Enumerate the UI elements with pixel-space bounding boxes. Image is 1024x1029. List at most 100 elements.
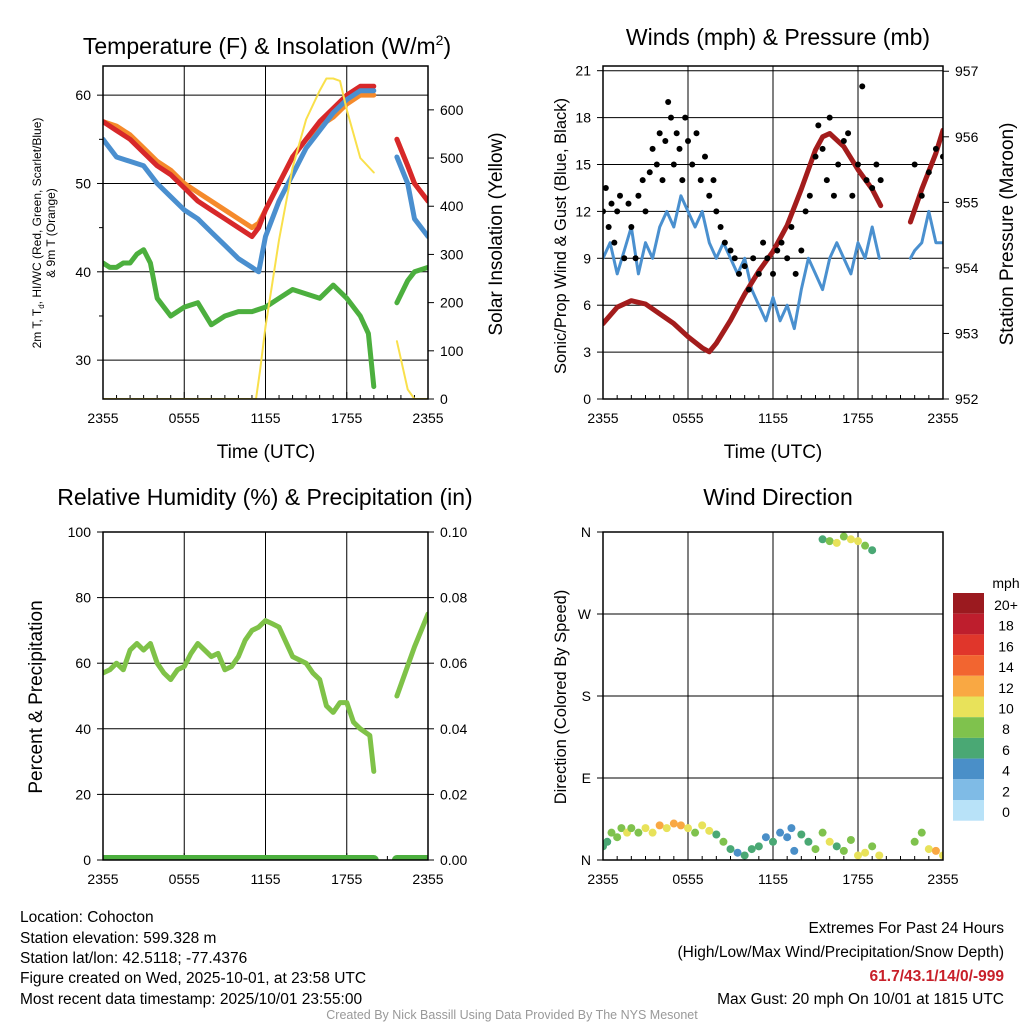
legend-label: 18 <box>998 618 1014 634</box>
gust-point <box>679 177 686 184</box>
gust-point <box>812 153 819 160</box>
y-tick-label: W <box>578 606 592 622</box>
x-tick-label: 2355 <box>412 410 443 426</box>
gust-point <box>826 114 833 121</box>
gust-point <box>625 200 632 207</box>
gust-point <box>745 286 752 293</box>
gust-point <box>673 130 680 137</box>
direction-point <box>712 830 721 839</box>
legend-label: 12 <box>998 680 1014 696</box>
gust-point <box>702 153 708 160</box>
direction-point <box>861 848 870 857</box>
y-tick-label: 0 <box>83 852 91 868</box>
gust-point <box>806 192 813 199</box>
y-right-tick-label: 954 <box>955 260 979 276</box>
legend-label: 16 <box>998 638 1014 654</box>
gust-point <box>685 138 691 145</box>
direction-point <box>726 845 735 854</box>
direction-point <box>924 845 933 854</box>
elevation-text: Station elevation: 599.328 m <box>20 930 216 947</box>
direction-point <box>797 830 806 839</box>
direction-point <box>917 828 926 837</box>
gust-point <box>873 161 880 168</box>
y-tick-label: 21 <box>575 63 591 79</box>
legend-label: 4 <box>1002 763 1010 779</box>
gust-point <box>911 161 918 168</box>
direction-point <box>854 537 862 546</box>
direction-point <box>939 851 943 860</box>
x-tick-label: 1155 <box>758 871 788 887</box>
y-right-tick-label: 956 <box>955 129 979 145</box>
gust-point <box>614 208 621 215</box>
rh-series-group <box>103 611 428 860</box>
td-line <box>103 247 377 390</box>
direction-point <box>776 828 785 837</box>
legend-swatch <box>953 779 984 800</box>
direction-point <box>832 842 841 851</box>
gust-point <box>918 192 925 199</box>
direction-point <box>832 538 841 547</box>
direction-point <box>617 824 626 833</box>
direction-point <box>825 837 834 846</box>
wind-plot-frame <box>602 65 944 400</box>
direction-point <box>719 837 728 846</box>
rh-chart-title: Relative Humidity (%) & Precipitation (i… <box>57 484 472 510</box>
gust-point <box>662 138 669 145</box>
wind-chart-title: Winds (mph) & Pressure (mb) <box>626 24 930 50</box>
x-tick-label: 1755 <box>842 410 873 426</box>
rh-line <box>103 618 377 774</box>
dir-y-axis-label: Direction (Colored By Speed) <box>552 590 570 805</box>
legend-swatch <box>953 634 984 656</box>
legend-label: 6 <box>1002 742 1010 758</box>
gust-point <box>656 130 663 137</box>
gust-point <box>635 192 642 199</box>
x-tick-label: 2355 <box>587 871 618 887</box>
extremes-fields: (High/Low/Max Wind/Precipitation/Snow De… <box>678 944 1005 961</box>
direction-point <box>613 833 622 842</box>
gust-point <box>932 145 939 152</box>
y-right-tick-label: 500 <box>440 150 464 166</box>
gust-point <box>611 239 618 246</box>
gust-point <box>798 247 805 254</box>
wind-y-axis-label: Sonic/Prop Wind & Gust (Blue, Black) <box>552 98 570 374</box>
gust-point <box>653 161 660 168</box>
gust-point <box>736 270 742 277</box>
gust-point <box>823 177 830 184</box>
direction-point <box>818 535 827 544</box>
legend-swatch <box>953 717 984 738</box>
gust-point <box>863 177 870 184</box>
legend-label: 2 <box>1002 783 1010 799</box>
legend-swatch <box>953 675 984 697</box>
gust-point <box>741 263 748 270</box>
gust-point <box>764 255 771 262</box>
y-tick-label: 15 <box>575 156 591 172</box>
y-tick-label: E <box>582 770 591 786</box>
temp-y-axis-label: 2m T, Td, HI/WC (Red, Green, Scarlet/Blu… <box>30 118 46 349</box>
y-tick-label: 60 <box>75 655 91 671</box>
direction-point <box>662 824 671 833</box>
gust-point <box>784 255 791 262</box>
legend-title: mph <box>992 575 1019 591</box>
dir-series-group <box>603 532 943 860</box>
gust-point <box>710 177 717 184</box>
direction-point <box>769 837 777 846</box>
direction-point <box>839 532 848 541</box>
y-tick-label: 6 <box>583 297 591 313</box>
dir-plot: 2355 0555 1155 1755 2355 N E S W N <box>578 524 959 887</box>
y-right-tick-label: 0.04 <box>440 721 467 737</box>
legend-label: 0 <box>1002 804 1010 820</box>
rh-y-axis-label: Percent & Precipitation <box>26 600 47 793</box>
x-tick-label: 0555 <box>169 871 200 887</box>
x-tick-label: 0555 <box>672 871 703 887</box>
wind-plot: 2355 0555 1155 1755 2355 0 3 6 9 12 15 18 21 952 953 95… <box>575 63 978 426</box>
temp-plot: 2355 0555 1155 1755 235530405060010020030040… <box>75 65 464 426</box>
direction-point <box>868 842 877 851</box>
wind-series-group <box>603 83 943 355</box>
gust-point <box>603 184 609 191</box>
direction-point <box>818 828 827 837</box>
extremes-title: Extremes For Past 24 Hours <box>808 920 1004 937</box>
x-tick-label: 0555 <box>169 410 200 426</box>
y-tick-label: 40 <box>75 264 91 280</box>
y-right-tick-label: 600 <box>440 102 464 118</box>
